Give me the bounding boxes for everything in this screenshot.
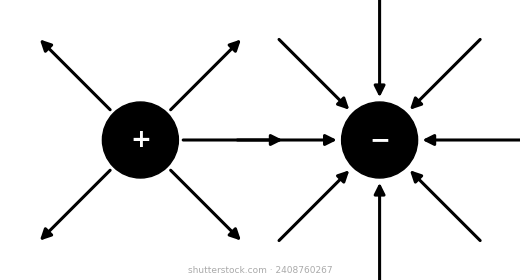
- Text: −: −: [369, 128, 390, 152]
- Text: shutterstock.com · 2408760267: shutterstock.com · 2408760267: [188, 266, 332, 275]
- Ellipse shape: [342, 102, 418, 178]
- Ellipse shape: [102, 102, 178, 178]
- Text: +: +: [130, 128, 151, 152]
